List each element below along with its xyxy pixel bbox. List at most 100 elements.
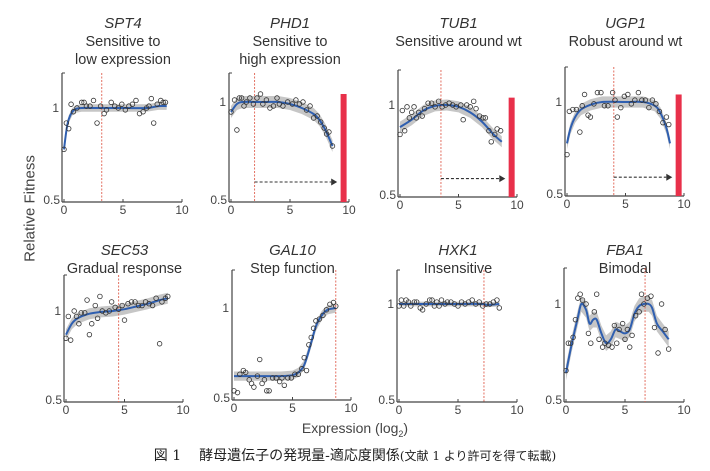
data-point [414, 299, 420, 305]
data-point [106, 308, 112, 314]
data-point [128, 299, 135, 305]
data-point [153, 295, 159, 301]
x-tick-label: 0 [563, 403, 570, 417]
confidence-band [64, 102, 167, 154]
data-point [496, 305, 502, 311]
data-point [632, 313, 639, 319]
data-point [473, 105, 479, 112]
data-point [108, 99, 114, 106]
y-tick-label: 0.5 [378, 393, 395, 407]
data-point [401, 128, 408, 134]
data-point [231, 97, 238, 103]
panel-gene-name: TUB1 [439, 15, 477, 32]
y-tick-label: 1 [554, 297, 561, 311]
data-point [119, 302, 125, 309]
data-point [238, 95, 245, 101]
data-point [483, 301, 490, 307]
data-point [74, 105, 80, 111]
data-point [97, 293, 103, 300]
data-point [310, 325, 317, 331]
data-point [73, 313, 80, 320]
data-point [241, 103, 247, 109]
data-point [122, 107, 129, 113]
x-tick-label: 0 [63, 403, 70, 417]
data-point [488, 139, 494, 145]
data-point [639, 97, 645, 103]
data-point [70, 109, 77, 115]
data-point [651, 324, 658, 331]
x-tick-label: 10 [510, 198, 524, 212]
data-point [78, 99, 85, 106]
data-point [67, 337, 74, 343]
data-point [236, 95, 242, 101]
data-point [299, 366, 305, 372]
data-point [259, 380, 265, 387]
data-point [108, 299, 115, 305]
data-point [482, 115, 489, 121]
data-point [288, 375, 295, 381]
data-point [435, 98, 442, 105]
data-point [82, 310, 88, 316]
data-point [84, 297, 90, 303]
data-point [438, 297, 445, 303]
y-tick-label: 1 [387, 297, 394, 311]
data-point [329, 143, 336, 149]
caption-number: 図 1 [153, 448, 182, 464]
panel-subtitle: high expression [239, 52, 341, 68]
panel-title: Sensitive to [253, 34, 328, 50]
data-point [616, 326, 622, 333]
data-point [292, 371, 298, 377]
data-point [408, 303, 414, 309]
data-point [115, 306, 122, 312]
data-point [660, 119, 666, 126]
data-point [406, 115, 413, 121]
x-tick-label: 10 [510, 403, 524, 417]
data-point [154, 101, 160, 107]
x-tick-label: 0 [397, 198, 404, 212]
x-tick-label: 10 [342, 203, 356, 217]
data-point [401, 303, 407, 309]
data-point [588, 340, 594, 346]
data-point [306, 342, 312, 348]
y-tick-label: 1 [555, 95, 562, 109]
data-point [115, 105, 121, 111]
data-point [307, 103, 313, 109]
x-tick-label: 10 [175, 203, 189, 217]
data-point [94, 315, 101, 321]
data-point [642, 97, 649, 103]
data-point [429, 297, 435, 303]
data-point [432, 104, 438, 110]
data-point [635, 89, 642, 96]
fit-curve [399, 103, 503, 143]
data-point [330, 299, 337, 306]
data-point [132, 299, 138, 305]
overexpression-bar [508, 97, 515, 197]
data-point [81, 99, 87, 106]
data-point [638, 291, 645, 297]
data-point [624, 326, 631, 333]
data-point [228, 109, 234, 115]
x-tick-label: 10 [677, 403, 691, 417]
data-point [568, 340, 574, 346]
data-point [139, 302, 145, 309]
panel-gene-name: GAL10 [269, 242, 316, 259]
data-point [486, 128, 492, 134]
data-point [591, 309, 598, 315]
y-tick-label: 1 [52, 101, 59, 115]
data-point [421, 105, 428, 112]
data-point [165, 293, 171, 300]
data-point [247, 95, 253, 101]
fit-curve [233, 307, 337, 378]
data-point [605, 103, 611, 109]
panel-phd1: PHD1 Sensitive to high expression 0 5 10 1 0.5 [210, 15, 356, 217]
data-point [263, 97, 270, 103]
data-point [260, 101, 266, 107]
data-point [321, 125, 327, 131]
data-point [300, 99, 306, 105]
data-point [68, 101, 74, 107]
data-point [419, 307, 426, 313]
y-tick-label: 0.5 [545, 393, 562, 407]
data-point [254, 95, 260, 101]
data-point [257, 91, 264, 97]
